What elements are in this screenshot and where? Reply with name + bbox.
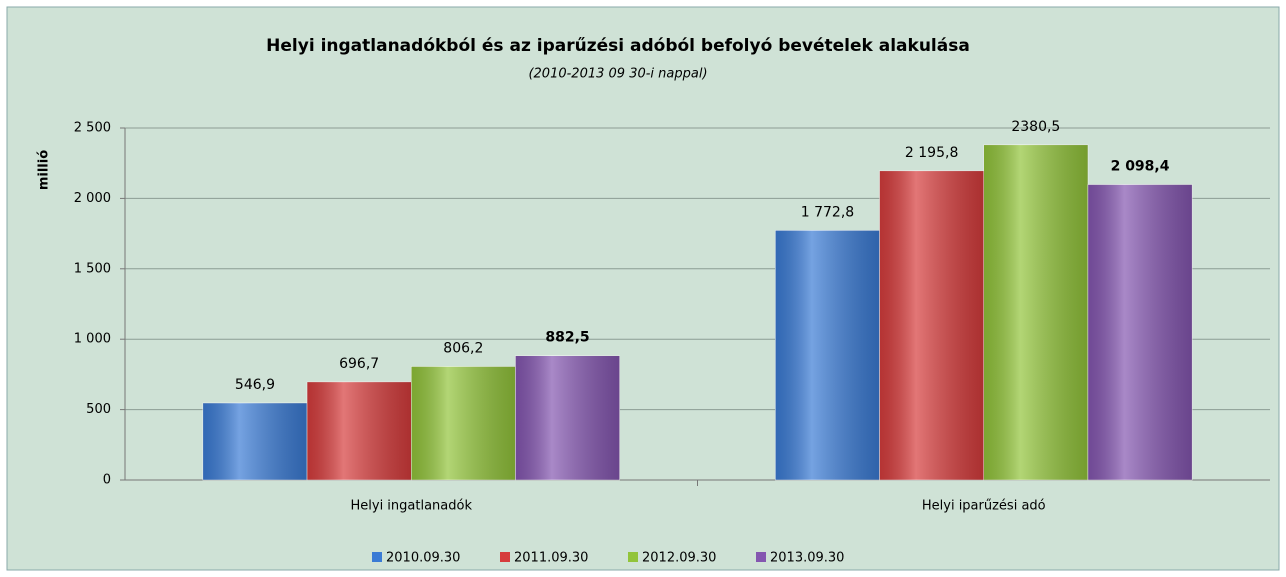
y-tick-label: 1 500	[74, 261, 111, 276]
y-tick-label: 500	[86, 402, 111, 417]
value-label: 2380,5	[1011, 119, 1060, 135]
legend-swatch	[372, 552, 382, 562]
legend-label: 2012.09.30	[642, 551, 716, 566]
x-tick-label: Helyi iparűzési adó	[922, 499, 1046, 514]
y-axis-title: millió	[37, 150, 52, 190]
value-label: 806,2	[443, 340, 483, 356]
y-tick-label: 2 500	[74, 121, 111, 136]
value-label: 2 195,8	[905, 145, 958, 161]
value-label: 546,9	[235, 377, 275, 393]
x-tick-label: Helyi ingatlanadók	[350, 499, 472, 514]
legend-swatch	[628, 552, 638, 562]
bar-shine	[307, 381, 412, 480]
bar-shine	[202, 402, 308, 480]
legend-swatch	[500, 552, 510, 562]
bar-shine	[775, 230, 880, 480]
bar-shine	[411, 366, 516, 480]
legend-label: 2010.09.30	[386, 551, 460, 566]
chart-subtitle: (2010-2013 09 30-i nappal)	[528, 67, 707, 82]
bar-shine	[983, 144, 1088, 480]
chart-title: Helyi ingatlanadókból és az iparűzési ad…	[266, 36, 970, 56]
legend-label: 2013.09.30	[770, 551, 844, 566]
value-label: 1 772,8	[801, 204, 854, 220]
bar-shine	[879, 170, 984, 480]
value-label: 882,5	[545, 330, 589, 346]
y-tick-label: 0	[103, 473, 111, 488]
bar-shine	[515, 355, 620, 480]
value-label: 2 098,4	[1111, 159, 1170, 175]
y-tick-label: 1 000	[74, 332, 111, 347]
bar-shine	[1087, 184, 1193, 480]
legend-label: 2011.09.30	[514, 551, 588, 566]
legend-swatch	[756, 552, 766, 562]
value-label: 696,7	[339, 356, 379, 372]
y-tick-label: 2 000	[74, 191, 111, 206]
